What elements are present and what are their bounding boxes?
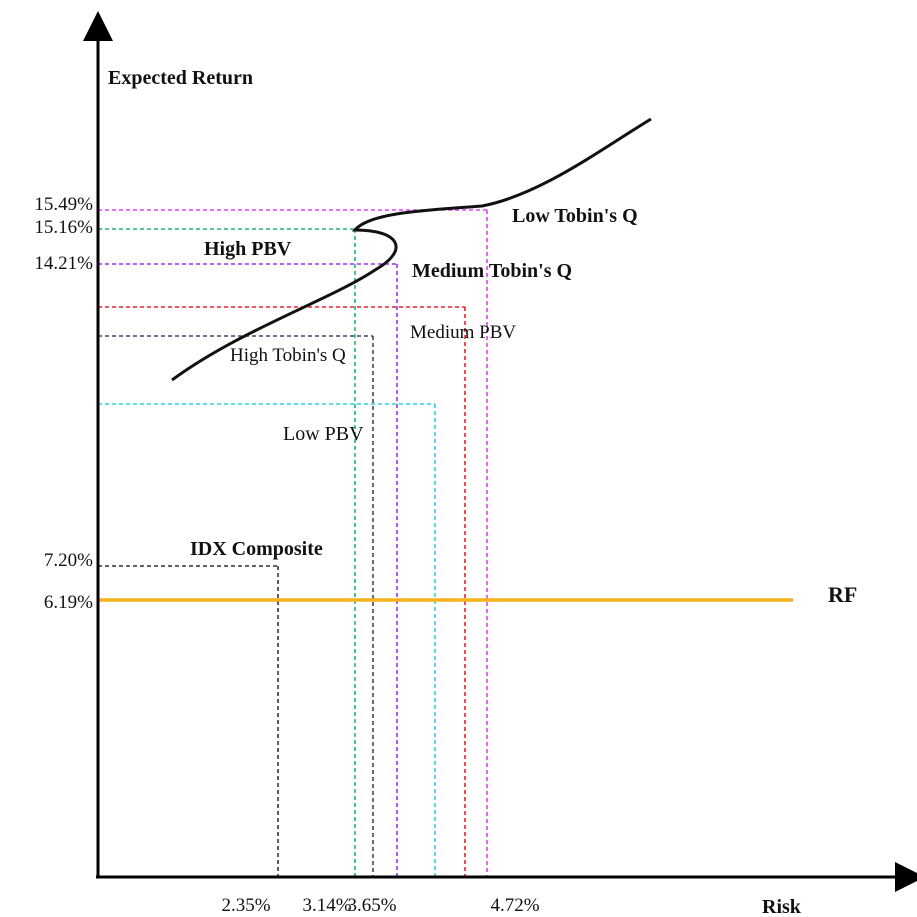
y-tick-label: 15.16% <box>34 217 93 238</box>
y-tick-label: 7.20% <box>44 550 93 571</box>
point-label-low-tobin-s-q: Low Tobin's Q <box>512 205 638 227</box>
guide-lines <box>98 209 488 877</box>
x-tick-label: 3.14% <box>302 895 351 916</box>
efficient-frontier-curve <box>171 117 652 382</box>
point-label-medium-tobin-s-q: Medium Tobin's Q <box>412 260 572 282</box>
point-label-low-pbv: Low PBV <box>283 423 364 445</box>
x-tick-labels: 2.35% 3.14%3.65% 4.72% <box>221 895 539 916</box>
y-tick-labels: 15.49%15.16% 14.21% 7.20% 6.19% <box>34 194 93 613</box>
point-label-high-tobin-s-q: High Tobin's Q <box>230 345 346 366</box>
y-tick-label: 6.19% <box>44 592 93 613</box>
point-label-idx-composite: IDX Composite <box>190 538 323 560</box>
y-tick-label: 14.21% <box>34 253 93 274</box>
y-tick-label: 15.49% <box>34 194 93 215</box>
point-labels: Low Tobin's Q High PBV Medium Tobin's Q Med… <box>190 205 638 560</box>
point-label-high-pbv: High PBV <box>204 238 292 260</box>
x-tick-label: 4.72% <box>490 895 539 916</box>
y-axis-label: Expected Return <box>108 67 253 89</box>
x-axis-label: Risk <box>762 896 802 917</box>
x-tick-label: 2.35% <box>221 895 270 916</box>
rf-label: RF <box>828 582 857 607</box>
x-tick-label: 3.65% <box>347 895 396 916</box>
point-label-medium-pbv: Medium PBV <box>410 322 516 343</box>
